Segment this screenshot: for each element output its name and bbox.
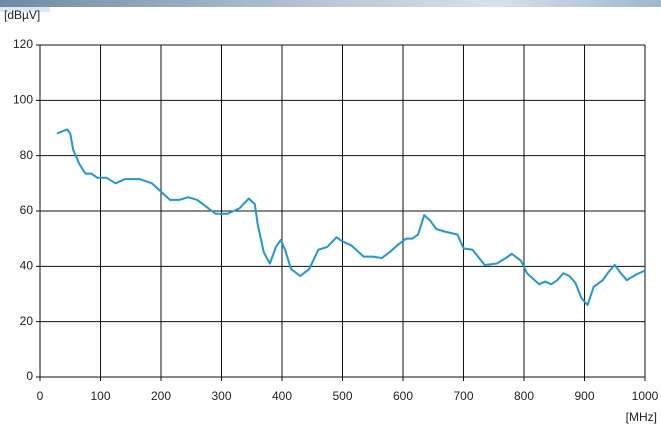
header-strip (0, 0, 661, 7)
y-tick-label: 20 (20, 314, 34, 328)
x-tick-label: 900 (574, 389, 594, 403)
x-tick-label: 0 (37, 389, 44, 403)
x-tick-label: 600 (393, 389, 413, 403)
x-tick-label: 200 (151, 389, 171, 403)
x-tick-label: 100 (90, 389, 110, 403)
y-axis-label: [dBµV] (4, 8, 40, 22)
y-tick-label: 120 (13, 37, 33, 51)
x-tick-label: 700 (453, 389, 473, 403)
x-axis-label: [MHz] (626, 410, 657, 424)
y-tick-label: 100 (13, 93, 33, 107)
x-tick-label: 800 (514, 389, 534, 403)
y-tick-label: 40 (20, 259, 34, 273)
header-strip (0, 7, 50, 12)
y-tick-label: 0 (26, 369, 33, 383)
y-tick-label: 60 (20, 203, 34, 217)
x-tick-label: 500 (332, 389, 352, 403)
x-tick-label: 1000 (632, 389, 659, 403)
y-tick-label: 80 (20, 148, 34, 162)
x-tick-label: 300 (211, 389, 231, 403)
x-tick-label: 400 (272, 389, 292, 403)
data-line (56, 128, 646, 307)
